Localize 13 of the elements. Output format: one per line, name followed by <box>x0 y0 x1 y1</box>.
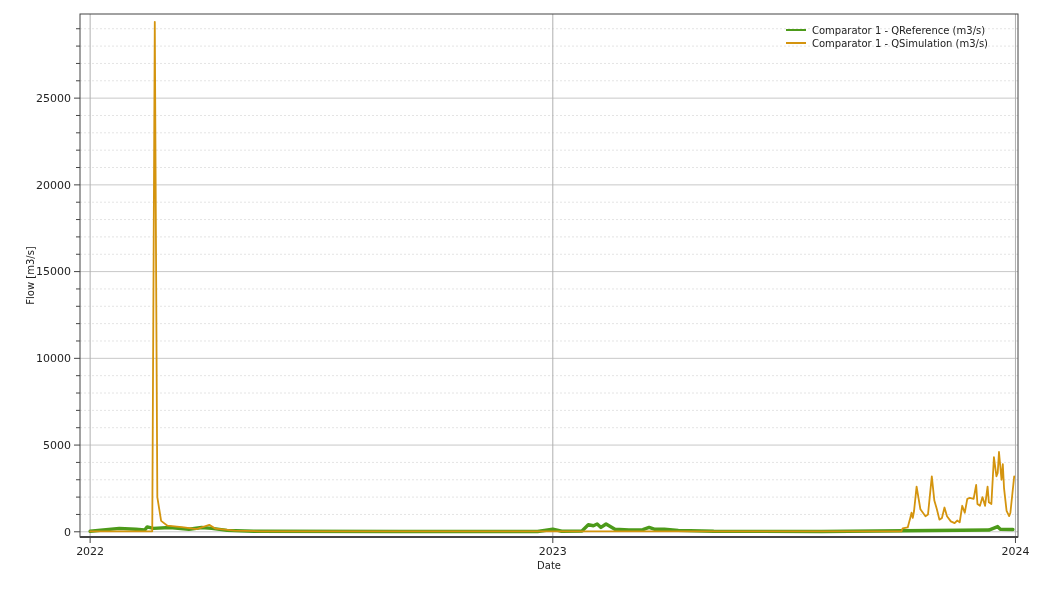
x-axis-title: Date <box>537 560 561 571</box>
legend-label: Comparator 1 - QReference (m3/s) <box>812 24 986 36</box>
y-tick-label: 5000 <box>43 438 71 452</box>
y-tick-label: 15000 <box>36 265 71 279</box>
y-tick-label: 25000 <box>36 91 71 105</box>
x-tick-label: 2022 <box>76 545 105 558</box>
y-axis-title: Flow [m3/s] <box>25 246 36 305</box>
x-tick-label: 2024 <box>1001 545 1030 558</box>
y-tick-label: 0 <box>64 525 71 539</box>
legend-label: Comparator 1 - QSimulation (m3/s) <box>812 37 989 49</box>
y-tick-label: 10000 <box>36 352 71 366</box>
y-tick-label: 20000 <box>36 178 71 192</box>
x-tick-label: 2023 <box>538 545 567 558</box>
